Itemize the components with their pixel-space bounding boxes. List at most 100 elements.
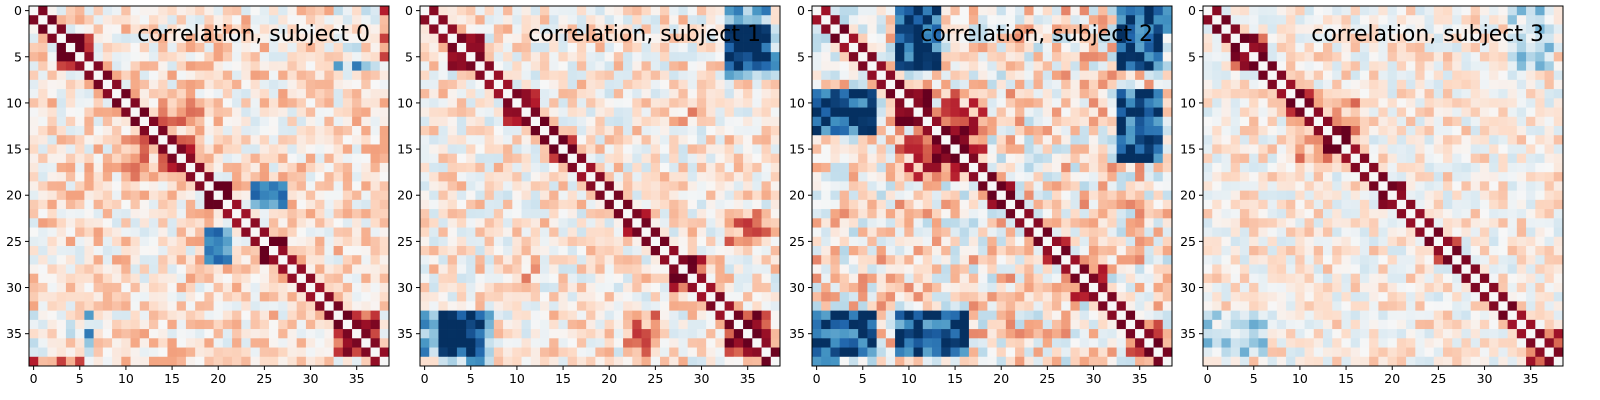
heatmap-cell (1107, 319, 1117, 330)
heatmap-cell (47, 246, 58, 256)
heatmap-cell (420, 135, 430, 145)
heatmap-cell (586, 190, 596, 201)
heatmap-cell (222, 61, 233, 71)
heatmap-cell (29, 292, 39, 302)
heatmap-cell (848, 126, 859, 136)
heatmap-cell (715, 135, 725, 145)
heatmap-cell (959, 282, 970, 293)
heatmap-cell (121, 153, 131, 164)
heatmap-cell (167, 107, 178, 118)
heatmap-cell (830, 70, 841, 81)
heatmap-cell (950, 144, 961, 155)
heatmap-cell (195, 61, 205, 71)
heatmap-cell (130, 89, 141, 99)
heatmap-cell (1153, 107, 1164, 118)
heatmap-cell (950, 282, 961, 293)
heatmap-cell (830, 135, 841, 145)
heatmap-cell (47, 33, 58, 44)
heatmap-cell (503, 162, 513, 173)
heatmap-cell (1061, 190, 1071, 201)
heatmap-cell (922, 255, 933, 265)
heatmap-cell (595, 70, 605, 81)
heatmap-cell (167, 162, 178, 173)
heatmap-cell (56, 347, 67, 358)
heatmap-cell (586, 264, 596, 275)
heatmap-cell (595, 116, 605, 127)
heatmap-cell (47, 209, 58, 219)
heatmap-cell (1079, 282, 1090, 293)
heatmap-cell (75, 162, 85, 173)
heatmap-cell (1033, 347, 1044, 358)
heatmap-cell (296, 107, 307, 118)
heatmap-cell (1033, 144, 1044, 155)
heatmap-cell (987, 282, 997, 293)
heatmap-cell (733, 144, 744, 155)
heatmap-cell (530, 126, 541, 136)
heatmap-cell (379, 126, 390, 136)
heatmap-cell (1359, 70, 1370, 81)
heatmap-cell (438, 89, 449, 99)
heatmap-cell (305, 33, 316, 44)
heatmap-cell (876, 236, 887, 247)
heatmap-cell (149, 33, 159, 44)
heatmap-cell (130, 264, 141, 275)
heatmap-cell (121, 79, 131, 90)
heatmap-cell (604, 98, 615, 108)
heatmap-cell (112, 172, 122, 182)
heatmap-cell (678, 273, 689, 284)
heatmap-cell (84, 172, 94, 182)
heatmap-cell (885, 126, 896, 136)
heatmap-cell (112, 246, 122, 256)
heatmap-cell (613, 153, 624, 164)
heatmap-cell (185, 172, 196, 182)
heatmap-cell (420, 301, 430, 311)
heatmap-cell (959, 338, 970, 348)
heatmap-cell (112, 153, 122, 164)
heatmap-cell (1070, 292, 1081, 302)
heatmap-cell (576, 227, 587, 238)
heatmap-cell (447, 126, 458, 136)
heatmap-cell (660, 172, 670, 182)
heatmap-cell (839, 227, 850, 238)
heatmap-cell (1135, 126, 1145, 136)
heatmap-cell (512, 199, 522, 210)
heatmap-cell (604, 79, 615, 90)
heatmap-cell (305, 126, 316, 136)
heatmap-cell (1070, 347, 1081, 358)
heatmap-cell (250, 61, 261, 71)
heatmap-cell (987, 153, 997, 164)
heatmap-cell (429, 6, 439, 16)
heatmap-cell (913, 190, 924, 201)
heatmap-cell (1135, 329, 1145, 339)
heatmap-cell (586, 153, 596, 164)
heatmap-cell (904, 107, 914, 118)
heatmap-cell (75, 190, 85, 201)
heatmap-cell (1098, 356, 1108, 367)
heatmap-cell (687, 199, 698, 210)
heatmap-cell (213, 218, 224, 228)
heatmap-cell (1107, 227, 1117, 238)
heatmap-cell (305, 264, 316, 275)
heatmap-cell (296, 319, 307, 330)
heatmap-cell (352, 301, 362, 311)
heatmap-cell (613, 246, 624, 256)
heatmap-cell (102, 292, 113, 302)
heatmap-cell (724, 6, 735, 16)
heatmap-cell (733, 79, 744, 90)
heatmap-cell (987, 107, 997, 118)
heatmap-cell (650, 79, 661, 90)
heatmap-cell (761, 172, 772, 182)
heatmap-cell (167, 172, 178, 182)
heatmap-cell (1116, 89, 1127, 99)
heatmap-cell (1061, 319, 1071, 330)
x-tick-label: 25 (647, 371, 663, 386)
heatmap-cell (968, 172, 979, 182)
heatmap-cell (830, 329, 841, 339)
heatmap-cell (1024, 89, 1034, 99)
heatmap-cell (567, 24, 578, 35)
heatmap-cell (38, 181, 48, 191)
heatmap-cell (1005, 255, 1016, 265)
heatmap-cell (867, 292, 877, 302)
heatmap-cell (121, 292, 131, 302)
heatmap-cell (1350, 33, 1361, 44)
